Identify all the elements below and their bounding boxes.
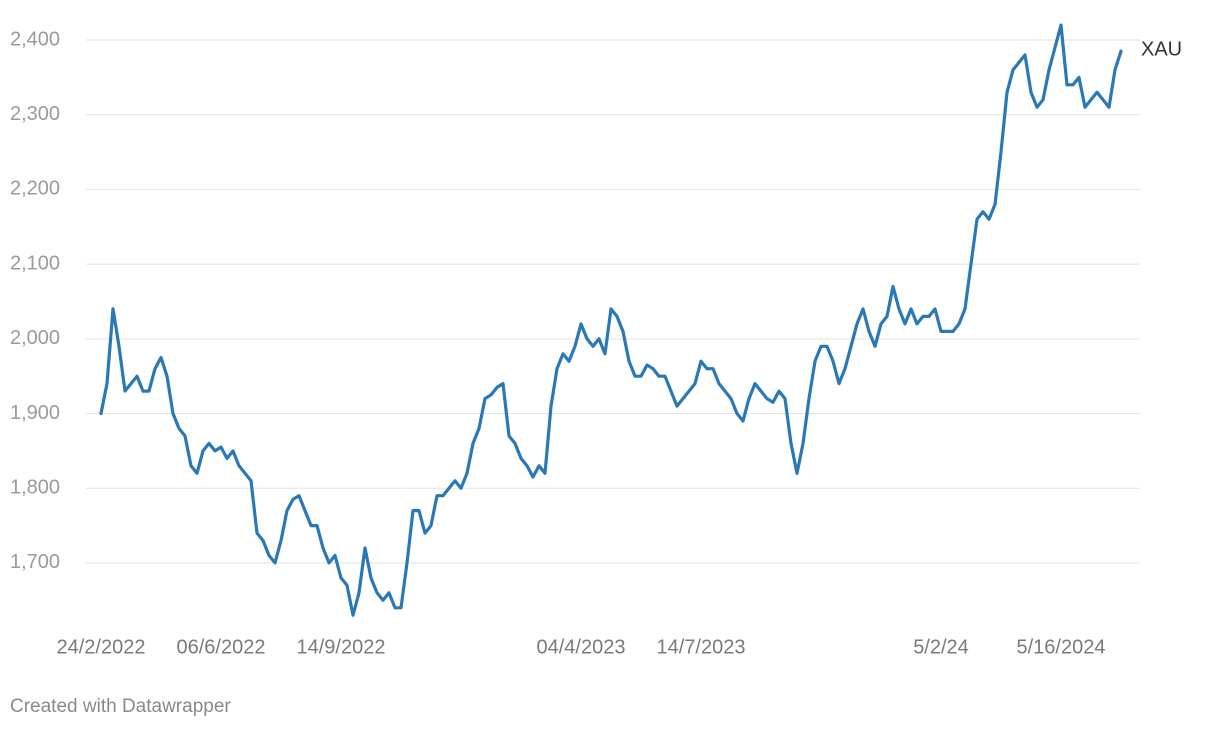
credit: Created with Datawrapper <box>10 696 231 717</box>
y-tick-label: 2,300 <box>10 103 60 125</box>
y-tick-label: 2,400 <box>10 28 60 50</box>
x-tick-label: 04/4/2023 <box>537 636 626 658</box>
y-tick-label: 1,800 <box>10 477 60 499</box>
series-line <box>99 23 1123 617</box>
y-tick-label: 2,100 <box>10 252 60 274</box>
x-tick-label: 14/7/2023 <box>657 636 746 658</box>
y-tick-label: 1,900 <box>10 402 60 424</box>
y-tick-label: 2,200 <box>10 178 60 200</box>
x-tick-label: 5/16/2024 <box>1017 636 1106 658</box>
x-tick-label: 14/9/2022 <box>297 636 386 658</box>
y-tick-label: 2,000 <box>10 327 60 349</box>
y-tick-label: 1,700 <box>10 551 60 573</box>
x-tick-label: 06/6/2022 <box>177 636 266 658</box>
x-tick-label: 24/2/2022 <box>57 636 146 658</box>
x-tick-label: 5/2/24 <box>913 636 969 658</box>
series-label: XAU <box>1141 38 1182 60</box>
